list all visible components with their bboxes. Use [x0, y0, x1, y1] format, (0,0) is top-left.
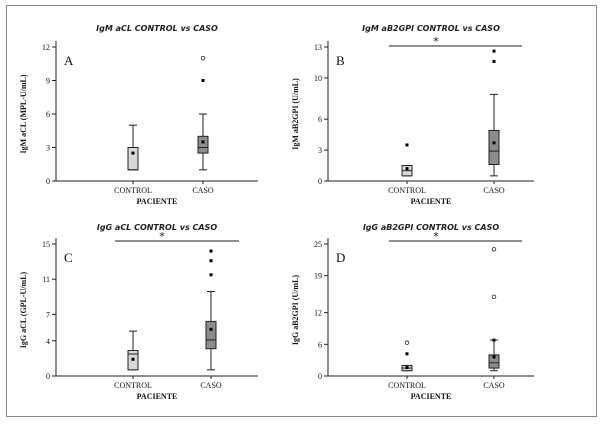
outlier-point [209, 249, 213, 253]
y-axis-label: IgM aCL (MPL-U/mL) [19, 74, 28, 153]
box-body [127, 147, 139, 171]
extreme-point [200, 55, 206, 61]
extreme-point [491, 294, 497, 299]
y-tick-label: 15 [42, 240, 50, 249]
significance-star: * [433, 35, 439, 48]
mean-marker [405, 167, 409, 171]
mean-marker [492, 355, 496, 359]
y-tick-label: 12 [42, 43, 50, 52]
figure-frame [6, 5, 597, 417]
y-tick-label: 0 [46, 177, 50, 186]
panel-letter: B [336, 53, 345, 68]
chart-panel-d: IgG aB2GPI CONTROL vs CASO 0 6 12 19 25 IgG aB… [291, 223, 534, 401]
box-body [488, 354, 500, 369]
x-category-label: CASO [483, 381, 505, 390]
mean-marker [131, 151, 135, 155]
box-body [197, 135, 209, 154]
box-body [205, 320, 217, 350]
outlier-point [405, 143, 409, 147]
y-tick-label: 12 [314, 309, 322, 318]
y-tick-label: 13 [314, 43, 322, 52]
x-axis-label: PACIENTE [411, 197, 452, 206]
outlier-point [492, 338, 496, 342]
mean-marker [405, 366, 409, 370]
y-tick-label: 0 [318, 177, 322, 186]
significance-star: * [433, 230, 439, 243]
y-tick-label: 4 [46, 337, 50, 346]
x-category-label: CONTROL [388, 186, 426, 195]
y-tick-label: 0 [46, 372, 50, 381]
chart-title: IgG aB2GPI CONTROL vs CASO [363, 223, 500, 232]
outlier-point [492, 49, 496, 53]
chart-title: IgM aCL CONTROL vs CASO [96, 24, 218, 33]
x-category-label: CASO [200, 381, 222, 390]
box-control [127, 330, 139, 371]
x-axis-label: PACIENTE [137, 392, 178, 401]
x-category-label: CONTROL [114, 381, 152, 390]
outlier-point [405, 352, 409, 356]
y-tick-label: 3 [318, 146, 322, 155]
y-tick-label: 11 [42, 275, 50, 284]
y-tick-label: 3 [46, 144, 50, 153]
panel-letter: D [336, 250, 345, 265]
box-control [401, 143, 413, 177]
panel-letter: A [64, 53, 74, 68]
y-tick-label: 6 [318, 340, 322, 349]
y-tick-label: 7 [46, 310, 50, 319]
box-control [127, 124, 139, 171]
outlier-point [209, 273, 213, 277]
significance-star: * [159, 230, 165, 243]
y-tick-label: 6 [318, 115, 322, 124]
y-tick-label: 0 [318, 372, 322, 381]
x-category-label: CONTROL [114, 186, 152, 195]
chart-panel-b: IgM aB2GPI CONTROL vs CASO 0 3 6 10 13 IgM aB2… [291, 24, 534, 206]
mean-marker [201, 140, 205, 144]
box-caso [488, 247, 500, 372]
chart-panel-a: IgM aCL CONTROL vs CASO 0 3 6 9 12 IgM aCL (MP… [19, 24, 258, 206]
x-axis-label: PACIENTE [137, 197, 178, 206]
y-axis-label: IgG aB2GPI (U/mL) [291, 275, 300, 346]
box-body [488, 129, 500, 166]
box-caso [205, 249, 217, 371]
y-axis-label: IgG aCL (GPL-U/mL) [19, 271, 28, 348]
y-tick-label: 25 [314, 240, 322, 249]
extreme-point [491, 247, 497, 252]
chart-title: IgG aCL CONTROL vs CASO [97, 223, 217, 232]
box-caso [197, 55, 209, 171]
y-axis-label: IgM aB2GPI (U/mL) [291, 78, 300, 150]
outlier-point [201, 79, 205, 82]
chart-title: IgM aB2GPI CONTROL vs CASO [362, 24, 500, 33]
panel-letter: C [64, 250, 73, 265]
mean-marker [209, 327, 213, 331]
x-category-label: CASO [483, 186, 505, 195]
y-tick-label: 6 [46, 110, 50, 119]
outlier-point [209, 259, 213, 263]
mean-marker [492, 141, 496, 145]
x-category-label: CASO [192, 186, 214, 195]
y-tick-label: 10 [314, 74, 322, 83]
box-caso [488, 49, 500, 177]
box-control [401, 340, 413, 372]
mean-marker [131, 357, 135, 361]
extreme-point [404, 340, 410, 345]
x-category-label: CONTROL [388, 381, 426, 390]
y-tick-label: 19 [314, 272, 322, 281]
x-axis-label: PACIENTE [411, 392, 452, 401]
y-tick-label: 9 [46, 77, 50, 86]
outlier-point [492, 59, 496, 63]
chart-panel-c: IgG aCL CONTROL vs CASO 0 4 7 11 15 IgG aCL (G… [19, 223, 258, 401]
